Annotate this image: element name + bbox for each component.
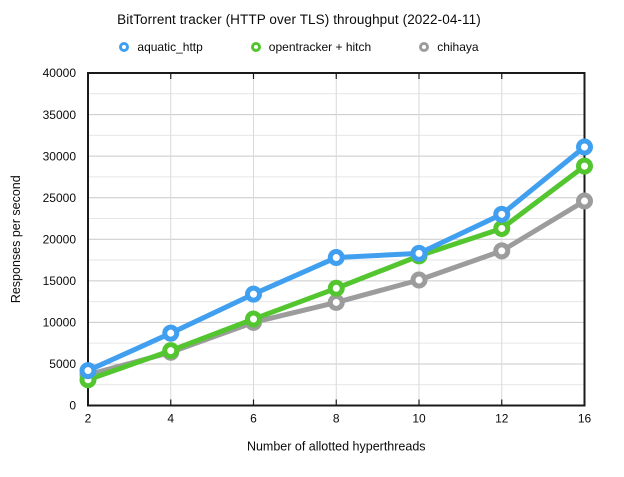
legend-marker-ring-icon: [119, 42, 130, 52]
y-tick-label: 0: [69, 399, 76, 413]
data-point-ring-icon: [327, 293, 345, 311]
y-tick-label: 15000: [43, 274, 77, 288]
y-tick-label: 20000: [43, 232, 77, 246]
data-point-ring-icon: [162, 342, 180, 360]
y-tick-label: 10000: [43, 316, 77, 330]
legend-marker-ring-icon: [419, 42, 430, 52]
data-point-ring-icon: [410, 271, 428, 289]
x-tick-label: 8: [333, 412, 340, 426]
data-point-ring-icon: [576, 138, 593, 156]
data-point-ring-icon: [493, 242, 511, 260]
legend-item-opentracker-hitch: opentracker + hitch: [250, 40, 372, 54]
data-point-ring-icon: [493, 219, 511, 237]
data-point-ring-icon: [327, 249, 345, 267]
data-point-ring-icon: [493, 205, 511, 223]
data-point-ring-icon: [245, 310, 262, 328]
legend-label: opentracker + hitch: [268, 40, 372, 54]
x-tick-label: 4: [167, 412, 174, 426]
y-tick-label: 40000: [43, 66, 77, 80]
plot-frame: [87, 72, 586, 407]
data-point-ring-icon: [576, 192, 593, 210]
data-point-ring-icon: [162, 324, 180, 342]
y-tick-label: 25000: [43, 191, 77, 205]
y-tick-labels: 0 5000 10000 15000 20000 25000 30000 35000 40000: [43, 66, 77, 413]
x-tick-label: 6: [250, 412, 257, 426]
y-tick-label: 30000: [43, 149, 77, 163]
x-tick-label: 10: [412, 412, 426, 426]
y-tick-label: 35000: [43, 108, 77, 122]
legend-item-aquatic-http: aquatic_http: [119, 40, 203, 54]
data-point-ring-icon: [410, 244, 428, 262]
data-point-ring-icon: [79, 362, 97, 380]
y-axis-title: Responses per second: [9, 175, 23, 303]
data-point-ring-icon: [245, 285, 262, 303]
x-tick-labels: 2 4 6 8 10 12 16: [85, 412, 592, 426]
x-tick-label: 12: [495, 412, 509, 426]
x-tick-label: 2: [85, 412, 92, 426]
x-tick-label: 16: [578, 412, 592, 426]
y-tick-label: 5000: [49, 357, 76, 371]
data-point-ring-icon: [576, 157, 593, 175]
chart-legend: aquatic_http opentracker + hitch chihaya: [0, 40, 598, 54]
x-axis-title: Number of allotted hyperthreads: [247, 440, 426, 454]
legend-marker-ring-icon: [250, 42, 261, 52]
chart-title: BitTorrent tracker (HTTP over TLS) throu…: [117, 12, 481, 27]
axis-ticks: [170, 74, 503, 405]
data-point-ring-icon: [327, 279, 345, 297]
legend-label: aquatic_http: [137, 40, 203, 54]
legend-label: chihaya: [437, 40, 479, 54]
legend-item-chihaya: chihaya: [419, 40, 479, 54]
series-markers-aquatic_http: [79, 138, 593, 380]
